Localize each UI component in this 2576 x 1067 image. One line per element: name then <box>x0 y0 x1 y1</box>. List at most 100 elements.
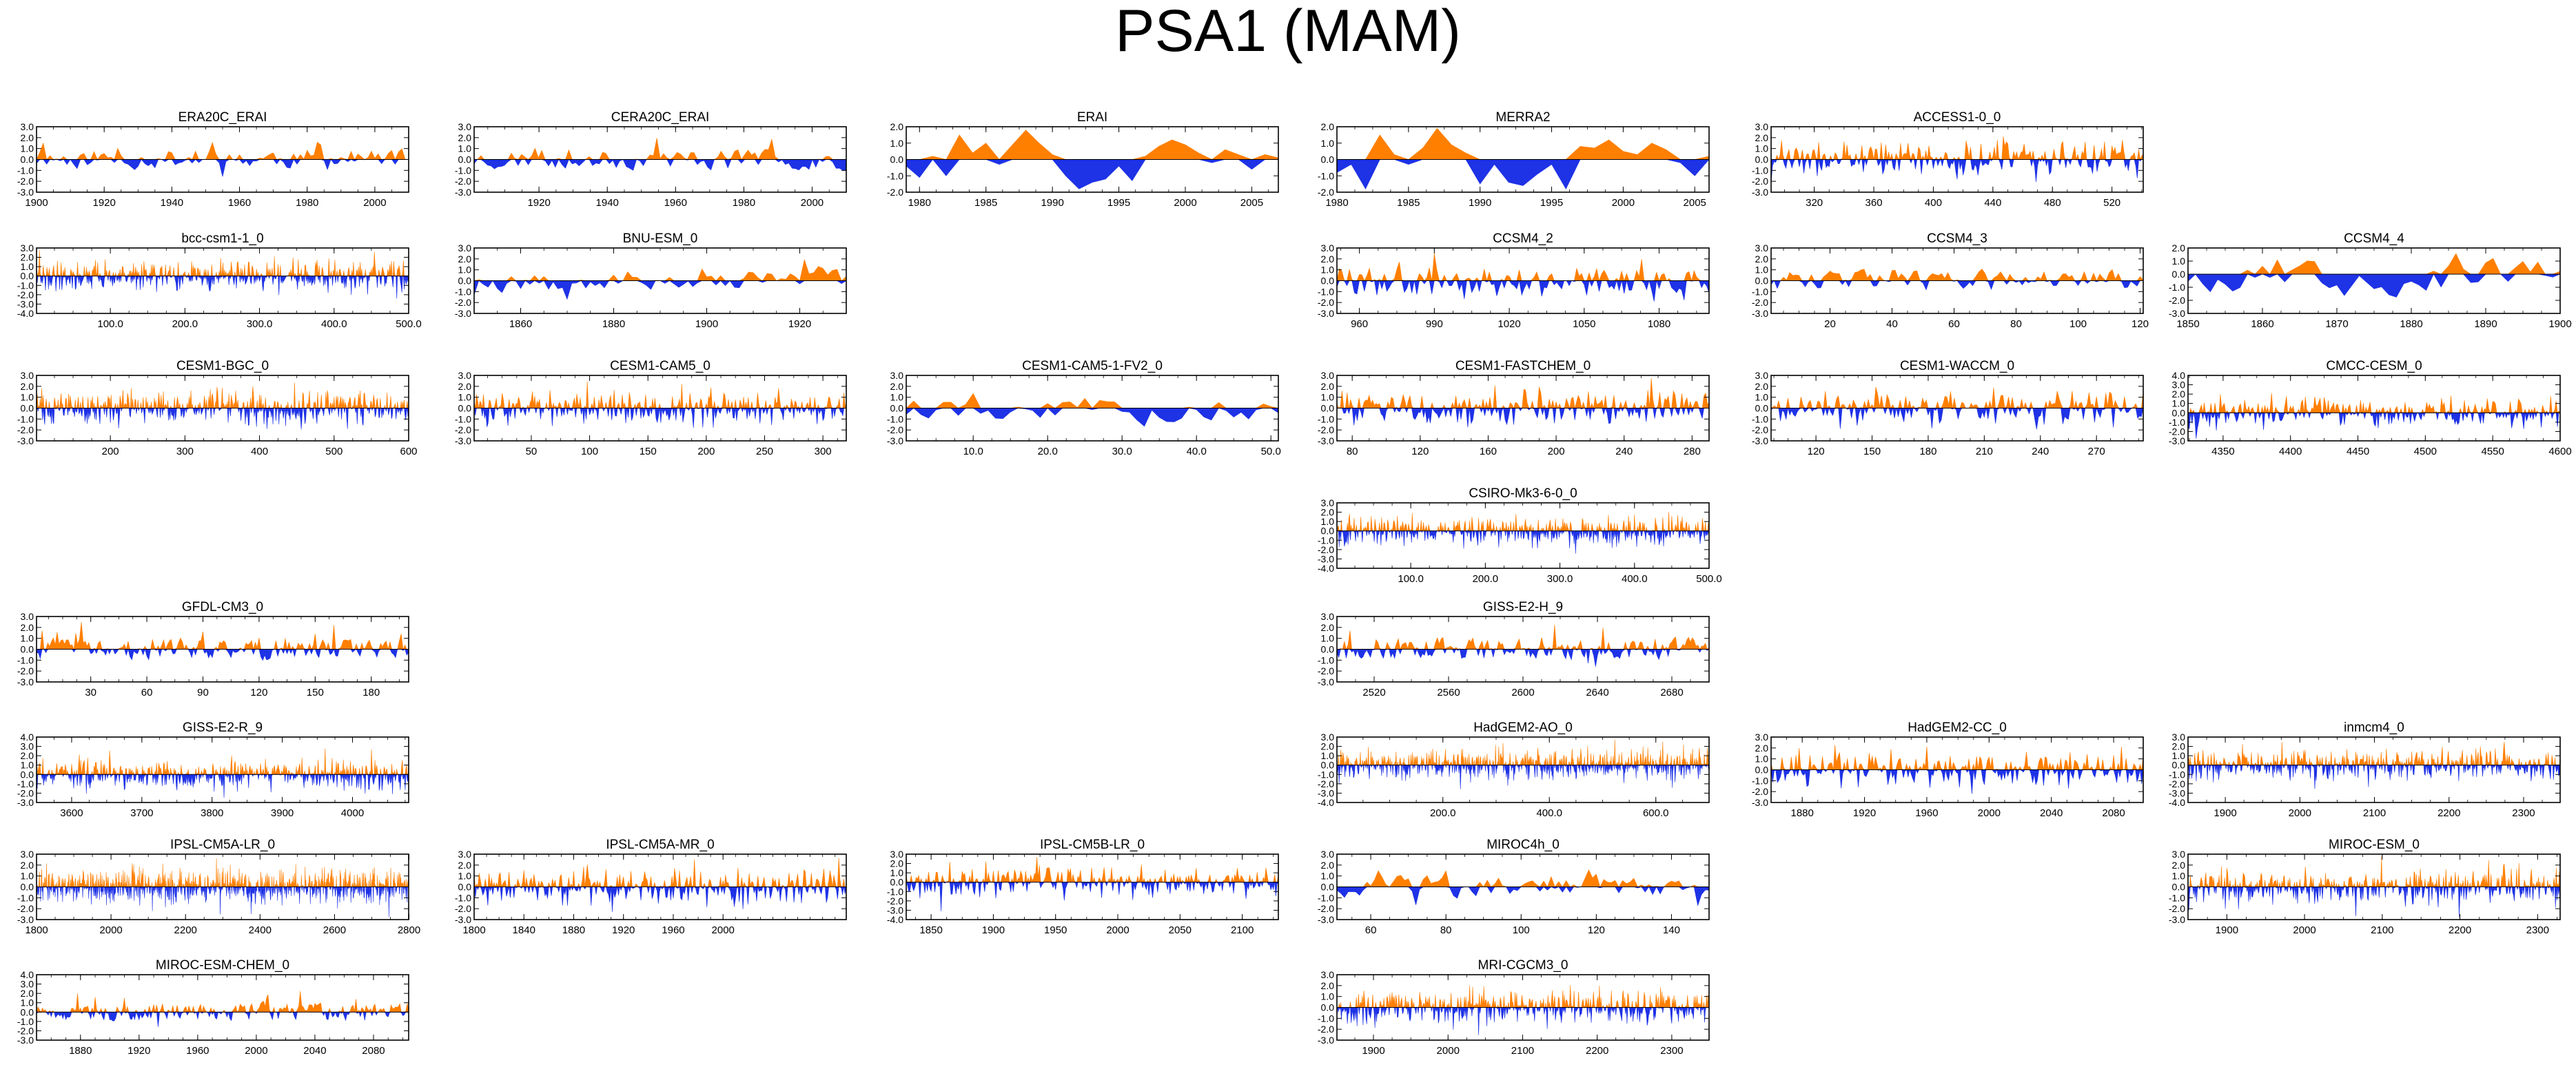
y-tick-label: 3.0 <box>890 370 904 381</box>
y-tick-label: -3.0 <box>887 435 903 446</box>
negative-area <box>36 407 409 430</box>
x-tick-label: 60 <box>1365 924 1377 936</box>
y-tick-label: -1.0 <box>1752 165 1768 176</box>
y-tick-label: 0.0 <box>1755 154 1769 165</box>
y-tick-label: -2.0 <box>17 903 34 914</box>
x-tick-label: 1900 <box>695 318 718 330</box>
x-tick-label: 320 <box>1806 197 1823 209</box>
x-tick-label: 2000 <box>245 1045 267 1057</box>
x-tick-label: 1880 <box>2400 318 2422 330</box>
y-tick-label: -3.0 <box>17 298 34 309</box>
y-tick-label: -1.0 <box>1318 170 1334 181</box>
y-tick-label: -1.0 <box>1318 535 1334 546</box>
x-tick-label: 1870 <box>2325 318 2348 330</box>
x-tick-label: 2600 <box>323 924 346 936</box>
x-tick-label: 960 <box>1351 318 1368 330</box>
y-tick-label: 3.0 <box>21 849 34 860</box>
x-tick-label: 200.0 <box>172 318 198 330</box>
y-tick-label: 0.0 <box>458 882 472 893</box>
y-tick-label: -2.0 <box>17 424 34 435</box>
x-tick-label: 1950 <box>1044 924 1067 936</box>
y-tick-label: 0.0 <box>1321 403 1335 414</box>
y-tick-label: -3.0 <box>17 797 34 808</box>
y-tick-label: 2.0 <box>21 988 34 999</box>
x-tick-label: 120 <box>2132 318 2149 330</box>
y-tick-label: 0.0 <box>1321 526 1335 537</box>
x-tick-label: 120 <box>1588 924 1605 936</box>
y-tick-label: 2.0 <box>890 858 904 869</box>
y-tick-label: 2.0 <box>458 253 472 265</box>
x-tick-label: 2200 <box>1586 1045 1608 1057</box>
x-tick-label: 1920 <box>612 924 635 936</box>
x-tick-label: 1900 <box>2216 924 2238 936</box>
y-tick-label: -3.0 <box>2169 914 2185 925</box>
y-tick-label: -3.0 <box>2169 308 2185 319</box>
y-tick-label: 2.0 <box>1321 741 1335 752</box>
y-tick-label: -3.0 <box>455 308 471 319</box>
y-tick-label: 1.0 <box>21 871 34 882</box>
y-tick-label: -3.0 <box>17 914 34 925</box>
x-tick-label: 50 <box>526 446 538 457</box>
y-tick-label: 0.0 <box>1321 276 1335 287</box>
y-tick-label: 1.0 <box>458 871 472 882</box>
y-tick-label: -3.0 <box>2169 435 2185 446</box>
y-tick-label: 0.0 <box>458 403 472 414</box>
x-tick-label: 2000 <box>2293 924 2316 936</box>
y-tick-label: -2.0 <box>887 895 903 907</box>
y-tick-label: 1.0 <box>890 392 904 403</box>
positive-area <box>1770 269 2144 282</box>
x-tick-label: 240 <box>1615 446 1633 457</box>
positive-area <box>1337 127 1710 160</box>
panel-title: ACCESS1-0_0 <box>1914 110 2001 125</box>
negative-area <box>1770 407 2144 430</box>
y-tick-label: 1.0 <box>21 633 34 644</box>
x-tick-label: 2300 <box>1660 1045 1683 1057</box>
x-tick-label: 180 <box>362 687 380 698</box>
y-tick-label: 0.0 <box>1755 276 1769 287</box>
positive-area <box>36 858 409 888</box>
panel-IPSL-CM5B-LR_0: IPSL-CM5B-LR_0 3.02.01.00.0-1.0-2.0-3.0-4… <box>887 838 1279 936</box>
y-tick-label: 2.0 <box>1321 980 1335 991</box>
x-tick-label: 2080 <box>2102 807 2125 819</box>
negative-area <box>473 158 847 172</box>
negative-area <box>1336 159 1710 189</box>
y-tick-label: 0.0 <box>21 403 34 414</box>
x-tick-label: 2300 <box>2512 807 2535 819</box>
y-tick-label: 2.0 <box>2172 741 2186 752</box>
y-tick-label: -3.0 <box>17 187 34 198</box>
negative-area <box>36 648 409 661</box>
y-tick-label: -3.0 <box>455 435 471 446</box>
positive-area <box>1336 377 1710 409</box>
x-tick-label: 80 <box>2010 318 2022 330</box>
x-tick-label: 1880 <box>69 1045 92 1057</box>
y-tick-label: 3.0 <box>21 979 34 990</box>
negative-area <box>1770 280 2143 291</box>
x-tick-label: 3900 <box>271 807 294 819</box>
y-tick-label: -2.0 <box>17 665 34 676</box>
y-tick-label: 2.0 <box>21 381 34 392</box>
y-tick-label: 1.0 <box>2172 871 2186 882</box>
x-tick-label: 100.0 <box>97 318 123 330</box>
y-tick-label: 1.0 <box>1755 392 1769 403</box>
panel-HadGEM2-AO_0: HadGEM2-AO_0 3.02.01.00.0-1.0-2.0-3.0-4.0… <box>1318 721 1710 819</box>
x-tick-label: 2680 <box>1660 687 1683 698</box>
x-tick-label: 4400 <box>2279 446 2302 457</box>
x-tick-label: 2005 <box>1240 197 1263 209</box>
y-tick-label: 2.0 <box>2172 389 2186 400</box>
y-tick-label: -3.0 <box>1752 797 1768 808</box>
negative-area <box>1337 530 1710 554</box>
x-tick-label: 200 <box>102 446 119 457</box>
x-tick-label: 40.0 <box>1187 446 1207 457</box>
negative-area <box>36 886 409 918</box>
y-tick-label: -1.0 <box>1752 775 1768 786</box>
x-tick-label: 1800 <box>25 924 48 936</box>
panel-MIROC-ESM-CHEM_0: MIROC-ESM-CHEM_0 4.03.02.01.00.0-1.0-2.0-… <box>17 958 409 1057</box>
x-tick-label: 400.0 <box>1536 807 1562 819</box>
panel-title: CCSM4_3 <box>1927 231 1987 246</box>
panel-title: IPSL-CM5A-MR_0 <box>606 838 714 852</box>
y-tick-label: 0.0 <box>2172 882 2186 893</box>
y-tick-label: -1.0 <box>2169 769 2185 780</box>
x-tick-label: 1960 <box>664 197 687 209</box>
